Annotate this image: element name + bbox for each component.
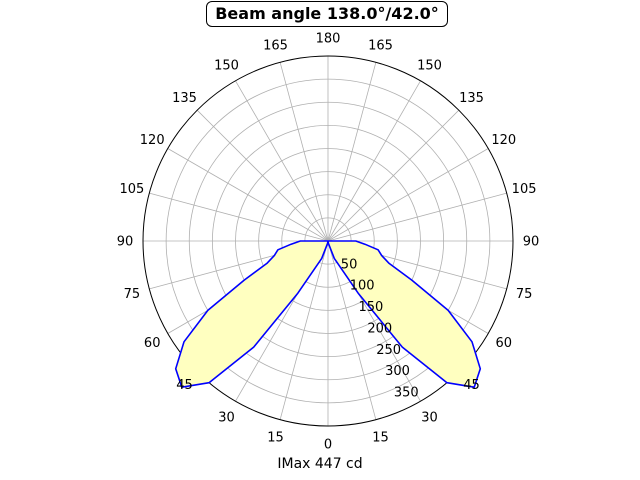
radial-tick-label: 250 — [376, 343, 401, 358]
radial-tick-label: 200 — [367, 322, 392, 337]
angle-tick-label: 135 — [172, 91, 197, 106]
angular-gridline — [327, 148, 489, 242]
polar-frame — [142, 55, 514, 427]
angle-tick-label: 165 — [368, 38, 393, 53]
angle-tick-label: 105 — [119, 182, 144, 197]
series-line-left — [174, 240, 329, 389]
angle-tick-label: 90 — [523, 235, 540, 250]
radial-tick-label: 350 — [394, 386, 419, 401]
angle-tick-label: 15 — [372, 431, 389, 446]
lobe-fill-left — [175, 241, 328, 388]
angle-tick-label: 0 — [324, 438, 332, 453]
angle-tick-label: 30 — [218, 410, 235, 425]
angle-tick-label: 135 — [459, 91, 484, 106]
angular-gridline — [196, 109, 329, 242]
angle-tick-label: 120 — [140, 133, 165, 148]
angle-tick-label: 30 — [421, 410, 438, 425]
angular-gridline — [279, 240, 329, 420]
radial-tick-label: 300 — [385, 364, 410, 379]
angle-tick-label: 165 — [263, 38, 288, 53]
angle-tick-label: 75 — [516, 287, 533, 302]
series-line-right — [327, 240, 482, 389]
angular-gridline — [327, 80, 421, 242]
angular-gridline — [235, 80, 329, 242]
angular-gridline — [149, 192, 329, 242]
angle-tick-label: 150 — [417, 59, 442, 74]
angular-gridline — [167, 148, 329, 242]
angle-tick-label: 180 — [316, 32, 341, 47]
radial-tick-label: 150 — [359, 300, 384, 315]
data-layer — [174, 240, 482, 389]
angle-tick-label: 45 — [176, 378, 193, 393]
angle-tick-label: 60 — [144, 336, 161, 351]
angle-tick-label: 150 — [214, 59, 239, 74]
chart-title: Beam angle 138.0°/42.0° — [206, 1, 448, 27]
angular-gridline — [327, 240, 377, 420]
angle-tick-label: 105 — [512, 182, 537, 197]
x-axis-label: IMax 447 cd — [277, 456, 363, 472]
angle-tick-label: 45 — [463, 378, 480, 393]
angular-gridline — [327, 62, 377, 242]
angular-gridline — [327, 109, 460, 242]
angle-tick-label: 60 — [496, 336, 513, 351]
angle-tick-label: 120 — [491, 133, 516, 148]
angle-tick-label: 15 — [267, 431, 284, 446]
radial-tick-label: 50 — [341, 257, 358, 272]
angle-tick-label: 75 — [124, 287, 141, 302]
angle-tick-label: 90 — [117, 235, 134, 250]
label-layer: 180 1651501351201059075604530150153045607… — [117, 32, 540, 453]
lobe-fill-right — [328, 241, 481, 388]
angular-gridline — [279, 62, 329, 242]
radial-tick-label: 100 — [350, 279, 375, 294]
angular-gridline — [327, 192, 507, 242]
